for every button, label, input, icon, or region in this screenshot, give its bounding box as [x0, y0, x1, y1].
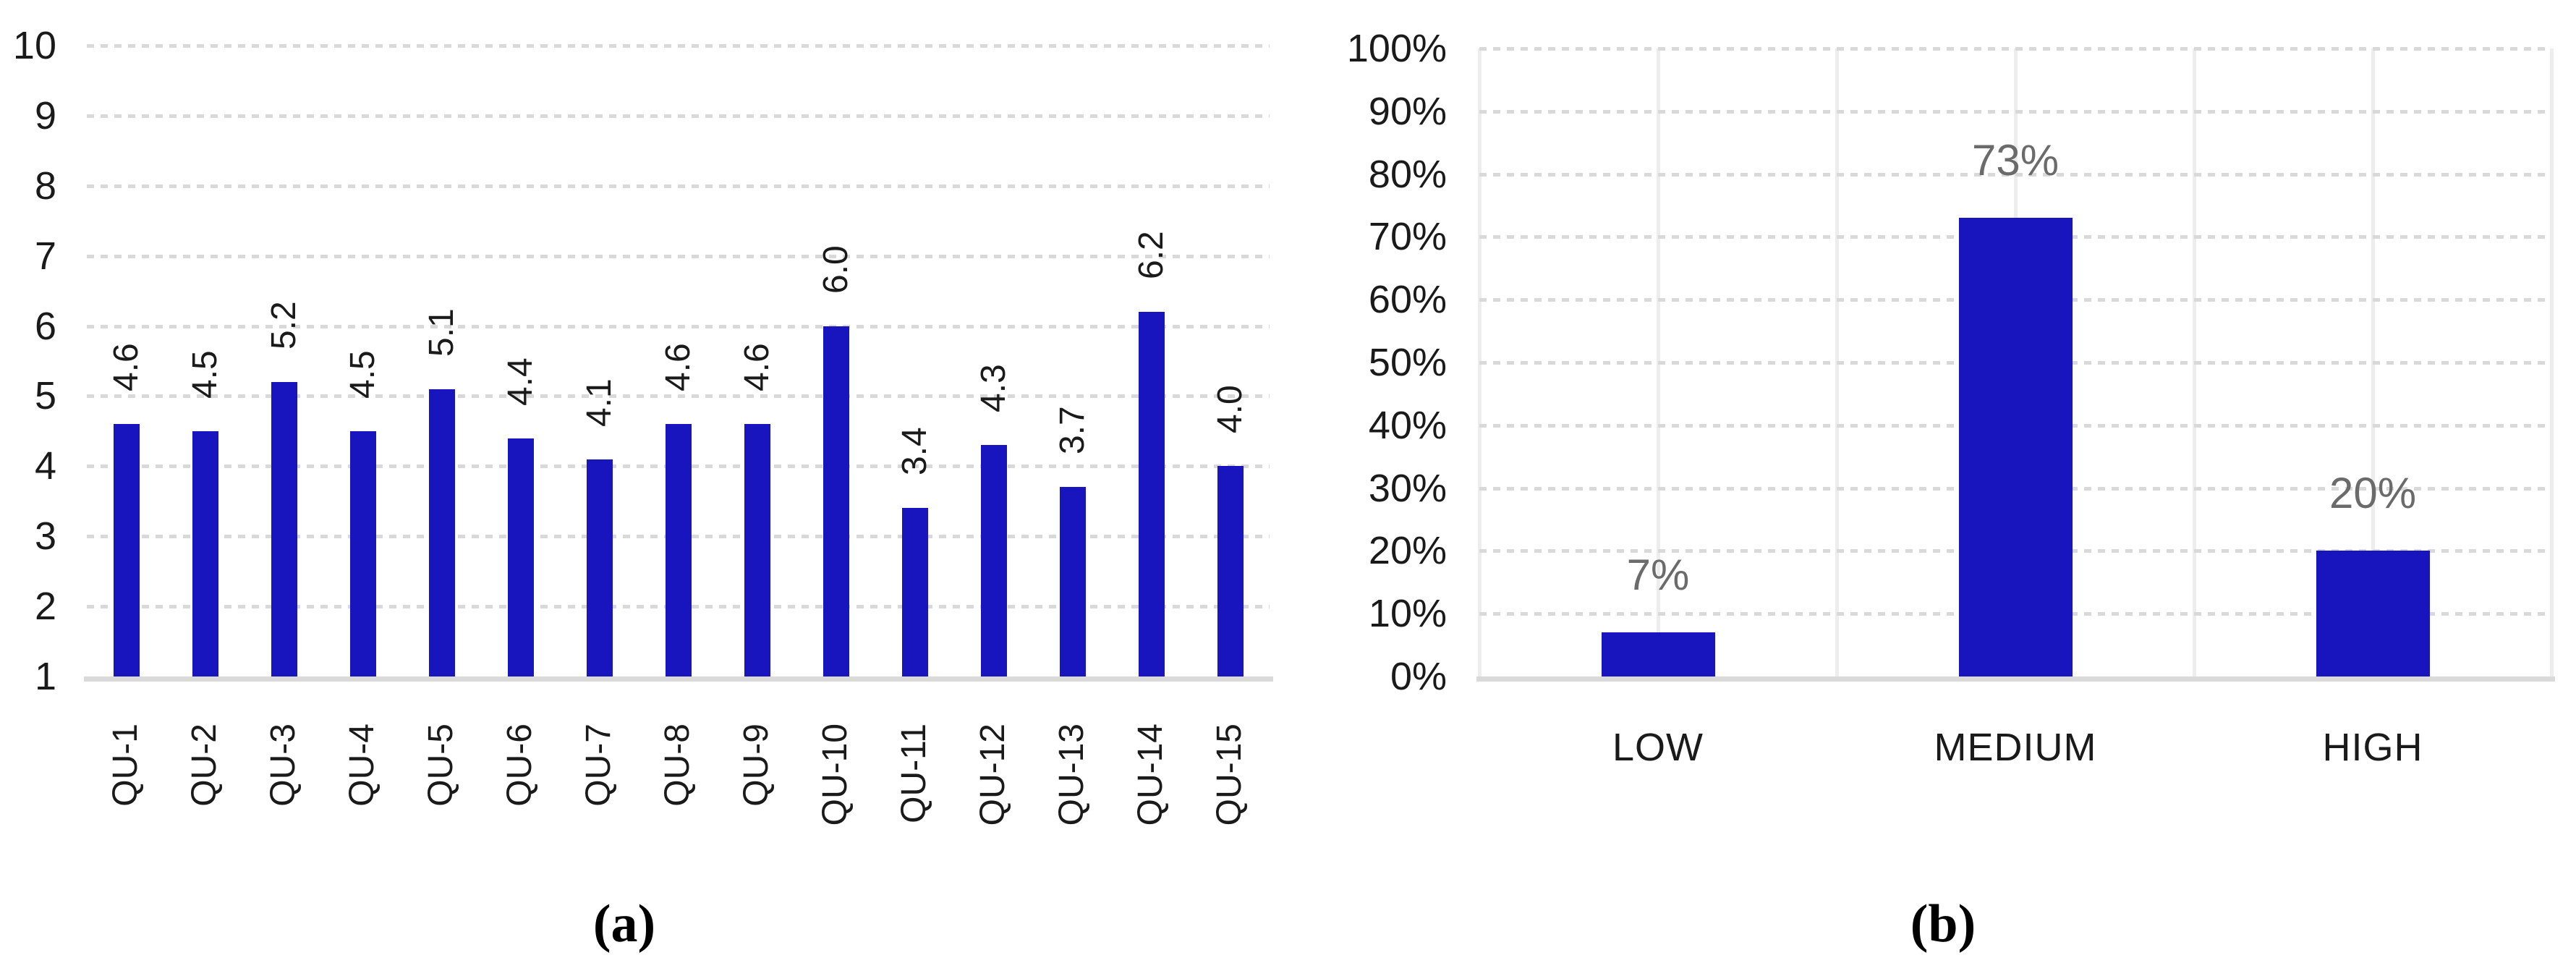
x-axis-line: [1476, 676, 2555, 682]
value-label-HIGH: 20%: [2329, 469, 2417, 518]
y-axis-tick-label: 5: [34, 374, 56, 418]
gridline-horizontal: [1479, 109, 2551, 114]
y-axis-tick-label: 100%: [1346, 27, 1447, 70]
bar-QU-11: [901, 508, 928, 676]
gridline-vertical: [2549, 48, 2554, 676]
y-axis-tick-label: 50%: [1368, 341, 1447, 384]
y-axis-tick-label: 0%: [1390, 655, 1447, 698]
bar-QU-8: [665, 424, 692, 676]
y-axis-tick-label: 20%: [1368, 529, 1447, 573]
bar-QU-5: [428, 389, 455, 676]
y-axis-tick-label: 10: [12, 24, 56, 67]
bar-QU-13: [1059, 487, 1086, 676]
value-label-LOW: 7%: [1626, 551, 1690, 600]
bar-LOW: [1601, 632, 1715, 676]
gridline-horizontal: [87, 114, 1270, 118]
bar-QU-4: [349, 430, 376, 676]
y-axis-tick-label: 7: [34, 234, 56, 278]
y-axis-tick-label: 8: [34, 164, 56, 208]
gridline-horizontal: [1479, 47, 2551, 51]
gridline-horizontal: [87, 324, 1270, 328]
gridline-horizontal: [87, 44, 1270, 48]
bar-QU-12: [980, 445, 1007, 676]
bar-QU-10: [822, 326, 849, 676]
y-axis-tick-label: 3: [34, 514, 56, 559]
y-axis-tick-label: 2: [34, 585, 56, 629]
bar-QU-1: [113, 424, 140, 676]
gridline-horizontal: [87, 394, 1270, 399]
x-axis-label-MEDIUM: MEDIUM: [1934, 726, 2097, 769]
bar-MEDIUM: [1958, 218, 2073, 676]
caption-b: (b): [1910, 894, 1976, 954]
bar-QU-3: [271, 382, 297, 676]
gridline-horizontal: [87, 254, 1270, 258]
caption-a: (a): [592, 894, 656, 954]
x-axis-line: [84, 676, 1273, 682]
bar-QU-6: [507, 438, 534, 676]
value-label-MEDIUM: 73%: [1971, 136, 2059, 185]
y-axis-tick-label: 60%: [1368, 278, 1447, 322]
y-axis-tick-label: 30%: [1368, 466, 1447, 510]
bar-HIGH: [2316, 551, 2430, 676]
y-axis-tick-label: 1: [34, 655, 56, 698]
bar-QU-9: [744, 424, 770, 676]
y-axis-tick-label: 9: [34, 93, 56, 137]
y-axis-tick-label: 90%: [1368, 89, 1447, 133]
gridline-horizontal: [1479, 172, 2551, 177]
y-axis-tick-label: 80%: [1368, 152, 1447, 196]
bar-QU-15: [1217, 466, 1244, 676]
y-axis-tick-label: 4: [34, 444, 56, 488]
bar-QU-2: [192, 430, 218, 676]
y-axis-tick-label: 40%: [1368, 403, 1447, 447]
x-axis-label-HIGH: HIGH: [2322, 726, 2423, 769]
x-axis-label-LOW: LOW: [1612, 726, 1704, 769]
y-axis-tick-label: 10%: [1368, 592, 1447, 636]
bar-QU-7: [586, 459, 613, 676]
y-axis-tick-label: 70%: [1368, 215, 1447, 259]
gridline-horizontal: [87, 184, 1270, 188]
bar-QU-14: [1138, 312, 1165, 676]
y-axis-tick-label: 6: [34, 304, 56, 348]
